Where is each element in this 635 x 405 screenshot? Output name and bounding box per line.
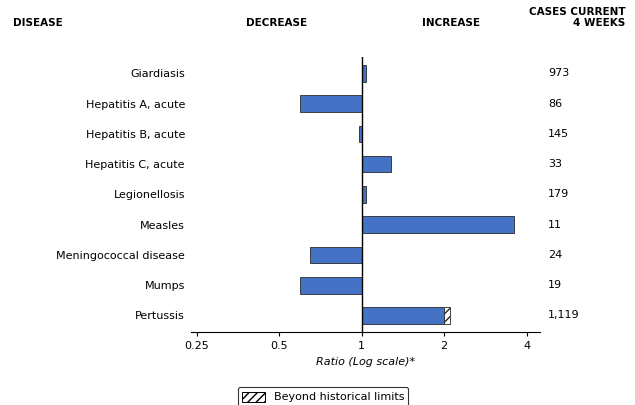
Text: 1,119: 1,119 [548,311,580,320]
Text: 973: 973 [548,68,570,78]
Text: DECREASE: DECREASE [246,18,307,28]
Bar [362,307,444,324]
Text: 179: 179 [548,190,570,199]
Bar [362,186,366,203]
Text: 33: 33 [548,159,562,169]
Bar [362,65,366,82]
Text: 19: 19 [548,280,562,290]
Text: CASES CURRENT
4 WEEKS: CASES CURRENT 4 WEEKS [529,7,625,28]
Text: 24: 24 [548,250,563,260]
Text: 145: 145 [548,129,569,139]
Legend: Beyond historical limits: Beyond historical limits [238,387,408,405]
Bar [311,247,362,263]
X-axis label: Ratio (Log scale)*: Ratio (Log scale)* [316,357,415,367]
Text: INCREASE: INCREASE [422,18,479,28]
Bar [362,156,391,173]
Text: DISEASE: DISEASE [13,18,62,28]
Bar [362,216,514,233]
Bar [444,307,450,324]
Bar [300,277,362,294]
Text: 11: 11 [548,220,562,230]
Bar [300,95,362,112]
Text: 86: 86 [548,98,562,109]
Bar [359,126,362,142]
